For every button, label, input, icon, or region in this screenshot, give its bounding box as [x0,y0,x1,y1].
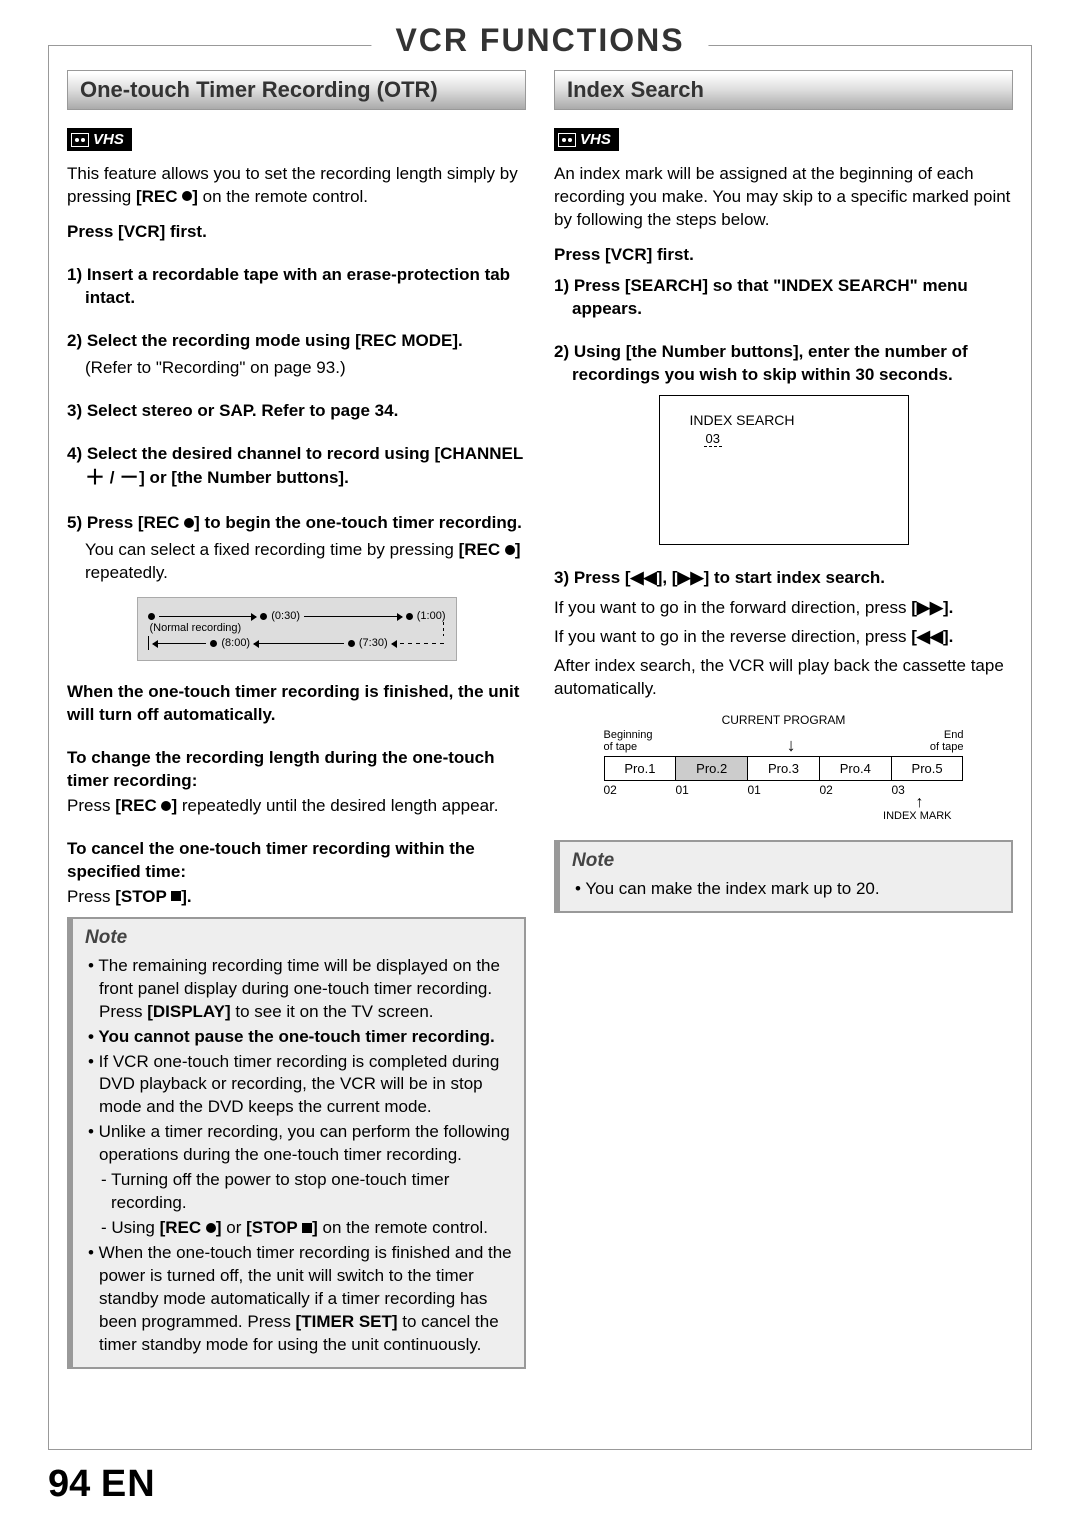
note-title: Note [85,927,512,949]
right-column: Index Search VHS An index mark will be a… [554,70,1013,1369]
press-vcr-first: Press [VCR] first. [67,221,526,244]
vhs-badge: VHS [554,128,619,151]
finish-note: When the one-touch timer recording is fi… [67,681,526,727]
step-1: 1) Insert a recordable tape with an eras… [67,264,526,310]
cassette-icon [558,133,576,147]
page-number: 94 [48,1463,90,1505]
vhs-label: VHS [580,131,611,148]
note-title: Note [572,850,999,872]
note-item: • You cannot pause the one-touch timer r… [85,1026,512,1049]
note-box-right: Note • You can make the index mark up to… [554,840,1013,913]
down-arrow-icon: ↓ [787,735,796,756]
vhs-label: VHS [93,131,124,148]
step-2: 2) Select the recording mode using [REC … [67,330,526,353]
note-item: • If VCR one-touch timer recording is co… [85,1051,512,1120]
dot-icon [210,640,217,647]
dot-icon [148,613,155,620]
ffwd-icon: ▶▶ [917,598,943,617]
step-4: 4) Select the desired channel to record … [67,443,526,493]
change-length-heading: To change the recording length during th… [67,747,526,793]
r-step-3: 3) Press [◀◀], [▶▶] to start index searc… [554,567,1013,590]
after-text: After index search, the VCR will play ba… [554,655,1013,701]
index-screen-value: 03 [704,431,722,447]
cassette-icon [71,133,89,147]
prog-cell: Pro.2 [676,756,748,781]
change-length-body: Press [REC ] repeatedly until the desire… [67,795,526,818]
page-title: VCR FUNCTIONS [371,22,708,59]
prog-cell: Pro.3 [748,756,820,781]
up-arrow-icon: ↑ [604,797,964,810]
vhs-badge: VHS [67,128,132,151]
note-subitem: - Turning off the power to stop one-touc… [85,1169,512,1215]
note-item: • You can make the index mark up to 20. [572,878,999,901]
index-screen-title: INDEX SEARCH [690,412,908,428]
press-vcr-first: Press [VCR] first. [554,244,1013,267]
step-5: 5) Press [REC ] to begin the one-touch t… [67,512,526,535]
step-5-sub: You can select a fixed recording time by… [67,539,526,585]
rewind-icon: ◀◀ [631,568,657,587]
normal-recording-label: (Normal recording) [150,622,242,636]
dot-icon [406,613,413,620]
dot-icon [348,640,355,647]
progbar-numbers: 02 01 01 02 03 [604,783,964,797]
section-header-otr: One-touch Timer Recording (OTR) [67,70,526,110]
stop-icon [302,1223,312,1233]
page-frame: VCR FUNCTIONS One-touch Timer Recording … [48,45,1032,1450]
cancel-heading: To cancel the one-touch timer recording … [67,838,526,884]
rec-icon [161,801,171,811]
otr-intro: This feature allows you to set the recor… [67,163,526,209]
program-bar-diagram: CURRENT PROGRAM Beginning of tape ↓ End … [604,713,964,822]
note-box-left: Note • The remaining recording time will… [67,917,526,1369]
dot-icon [260,613,267,620]
prog-cell: Pro.1 [604,756,677,781]
index-search-screen: INDEX SEARCH 03 [659,395,909,545]
section-header-index: Index Search [554,70,1013,110]
rev-text: If you want to go in the reverse directi… [554,626,1013,649]
step-3: 3) Select stereo or SAP. Refer to page 3… [67,400,526,423]
progbar-cells: Pro.1 Pro.2 Pro.3 Pro.4 Pro.5 [604,756,964,781]
note-item: • Unlike a timer recording, you can perf… [85,1121,512,1167]
rec-icon [184,518,194,528]
ffwd-icon: ▶▶ [677,568,703,587]
rec-icon [182,191,192,201]
note-subitem: - Using [REC ] or [STOP ] on the remote … [85,1217,512,1240]
r-step-2: 2) Using [the Number buttons], enter the… [554,341,1013,387]
content-columns: One-touch Timer Recording (OTR) VHS This… [49,46,1031,1387]
prog-cell: Pro.5 [892,756,964,781]
beginning-label: Beginning of tape [604,729,653,756]
index-mark-label: INDEX MARK [604,810,964,822]
prog-cell: Pro.4 [820,756,892,781]
r-step-1: 1) Press [SEARCH] so that "INDEX SEARCH"… [554,275,1013,321]
rewind-icon: ◀◀ [917,627,943,646]
timing-diagram: (0:30) (1:00) (Normal recording) (8:00) [137,597,457,661]
stop-icon [171,891,181,901]
rec-icon [206,1223,216,1233]
lang-code: EN [101,1463,156,1505]
index-intro: An index mark will be assigned at the be… [554,163,1013,232]
note-item: • The remaining recording time will be d… [85,955,512,1024]
fwd-text: If you want to go in the forward directi… [554,597,1013,620]
cancel-body: Press [STOP ]. [67,886,526,909]
rec-icon [505,545,515,555]
progbar-caption: CURRENT PROGRAM [604,713,964,727]
end-label: End of tape [930,729,964,756]
left-column: One-touch Timer Recording (OTR) VHS This… [67,70,526,1369]
note-item: • When the one-touch timer recording is … [85,1242,512,1357]
step-2-sub: (Refer to "Recording" on page 93.) [67,357,526,380]
page-footer: 94 EN [48,1463,156,1506]
